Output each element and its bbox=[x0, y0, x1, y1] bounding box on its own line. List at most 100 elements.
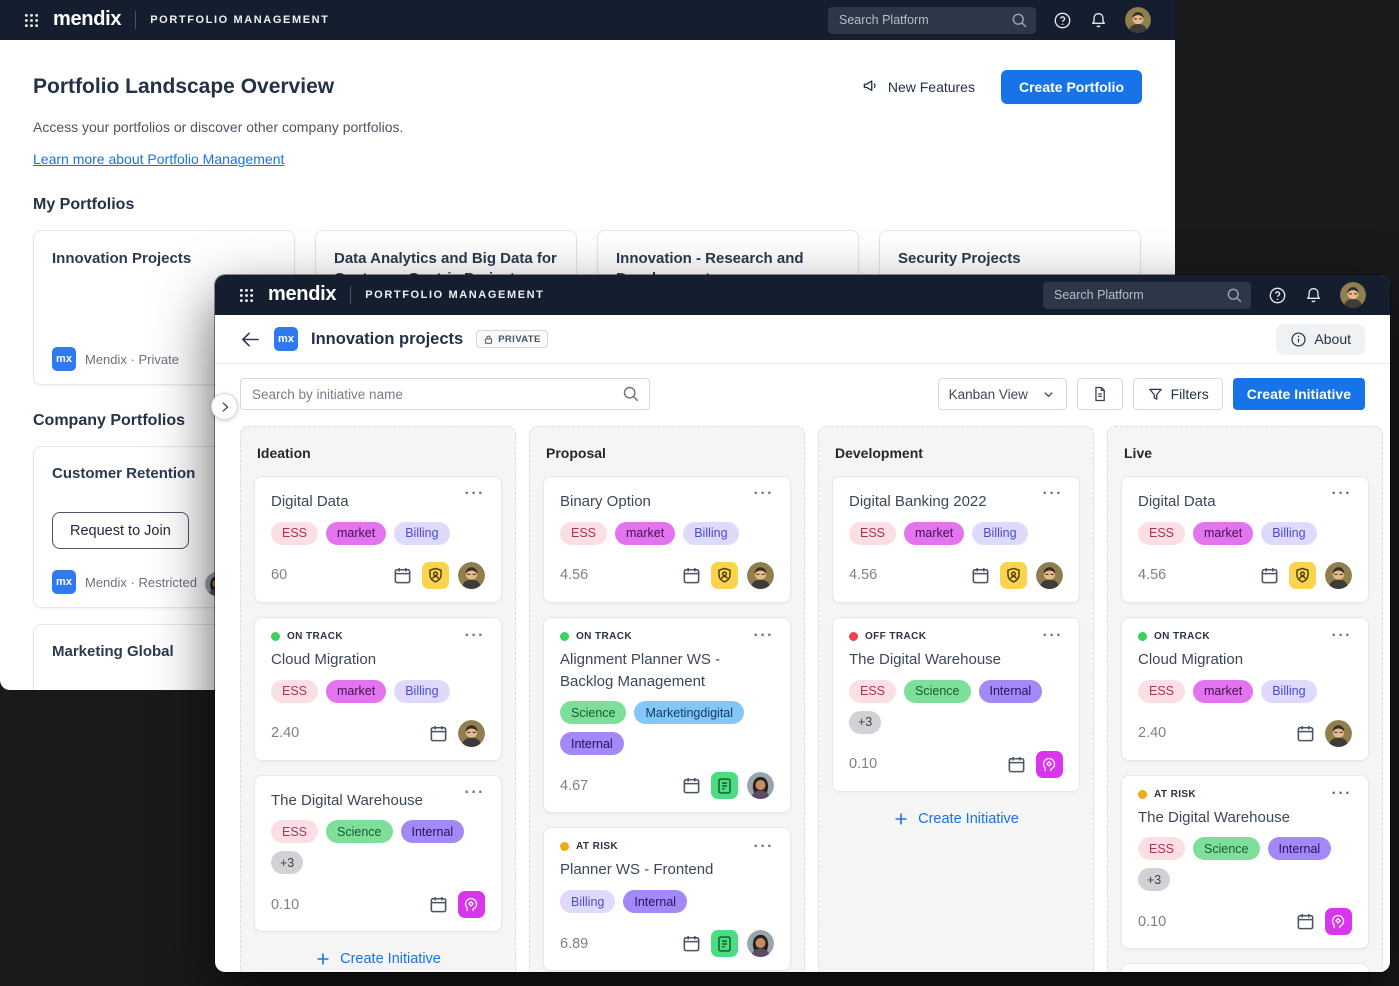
company-portfolios-heading: Company Portfolios bbox=[33, 412, 186, 429]
initiative-value: 0.10 bbox=[849, 756, 878, 772]
initiative-title: Digital Banking 2022 bbox=[849, 493, 987, 510]
initiative-card[interactable]: AT RISK ··· The Digital Warehouse ESS Scienc… bbox=[1121, 774, 1369, 950]
notifications-icon[interactable] bbox=[1089, 11, 1108, 30]
initiative-title: The Digital Warehouse bbox=[271, 791, 424, 809]
tag: Billing bbox=[683, 521, 739, 545]
status-label: AT RISK bbox=[576, 841, 619, 853]
initiative-card[interactable]: ON TRACK ··· Cloud Migration ESS market Billi… bbox=[1121, 616, 1369, 761]
card-footer: 4.67 bbox=[560, 772, 774, 800]
card-menu-button[interactable]: ··· bbox=[464, 485, 485, 502]
back-button[interactable] bbox=[240, 329, 261, 350]
search-icon bbox=[1011, 12, 1028, 34]
initiative-value: 0.10 bbox=[271, 896, 300, 913]
chevron-right-icon bbox=[222, 401, 228, 412]
divider bbox=[350, 286, 352, 304]
card-menu-button[interactable]: ··· bbox=[464, 783, 485, 801]
create-initiative-label: Create Initiative bbox=[340, 951, 441, 968]
card-menu-button[interactable]: ··· bbox=[464, 627, 485, 645]
filters-button[interactable]: Filters bbox=[1132, 378, 1223, 410]
card-menu-button[interactable]: ··· bbox=[1331, 485, 1352, 502]
create-initiative-link[interactable]: Create Initiative bbox=[254, 951, 502, 967]
calendar-icon bbox=[1006, 754, 1027, 775]
learn-more-link[interactable]: Learn more about Portfolio Management bbox=[33, 151, 285, 167]
platform-search-input[interactable] bbox=[1043, 281, 1251, 309]
tag: +3 bbox=[1138, 868, 1171, 892]
portfolio-card-title: Security Projects bbox=[898, 250, 1021, 267]
export-document-button[interactable] bbox=[1076, 378, 1123, 410]
initiative-card[interactable]: Binary Option ··· ESS market Billing 4.56 bbox=[543, 476, 791, 603]
expand-sidebar-button[interactable] bbox=[211, 393, 238, 420]
assignee-avatar bbox=[458, 719, 485, 747]
checklist-icon bbox=[711, 930, 738, 957]
card-icons bbox=[1295, 908, 1352, 936]
card-menu-button[interactable]: ··· bbox=[753, 627, 774, 645]
initiative-title: The Digital Warehouse bbox=[849, 650, 1002, 668]
help-icon[interactable] bbox=[1268, 286, 1287, 305]
new-features-button[interactable]: New Features bbox=[861, 76, 975, 98]
initiative-card[interactable]: OFF TRACK ··· The Digital Warehouse ESS Scie… bbox=[832, 616, 1080, 792]
portfolio-card-title: Customer Retention bbox=[52, 465, 196, 482]
card-menu-button[interactable]: ··· bbox=[1331, 627, 1352, 645]
initiative-value: 0.10 bbox=[1138, 913, 1167, 930]
create-initiative-label: Create Initiative bbox=[918, 810, 1019, 827]
column-title: Development bbox=[835, 445, 923, 461]
initiative-title: Planner WS - Frontend bbox=[560, 861, 714, 879]
initiative-title: Digital Data bbox=[1138, 493, 1216, 510]
tag: Internal bbox=[978, 679, 1043, 703]
tag: market bbox=[615, 521, 676, 545]
tag: ESS bbox=[271, 679, 319, 703]
topbar-actions bbox=[828, 6, 1151, 34]
view-select[interactable]: Kanban View bbox=[937, 378, 1067, 410]
brainstorm-icon bbox=[1036, 750, 1063, 778]
app-switcher-icon[interactable] bbox=[24, 13, 39, 28]
status-row: ON TRACK ··· bbox=[560, 627, 774, 645]
initiative-card[interactable]: The Digital Warehouse ··· ESS Science Intern… bbox=[254, 774, 502, 933]
initiative-search-input[interactable] bbox=[240, 378, 650, 410]
assignee-avatar bbox=[1325, 719, 1352, 747]
initiative-card[interactable]: ON TRACK ··· Cloud Migration ESS market Billi… bbox=[254, 616, 502, 761]
card-footer: 2.40 bbox=[1138, 719, 1352, 747]
card-footer: 0.10 bbox=[271, 891, 485, 919]
platform-search-input[interactable] bbox=[828, 6, 1036, 34]
user-avatar[interactable] bbox=[1125, 7, 1151, 33]
user-avatar[interactable] bbox=[1340, 282, 1366, 308]
initiative-value: 4.56 bbox=[560, 567, 589, 584]
initiative-card[interactable]: Digital Banking 2022 ··· ESS market Billing 4… bbox=[832, 476, 1080, 603]
card-menu-button[interactable]: ··· bbox=[753, 485, 774, 502]
platform-search[interactable] bbox=[828, 6, 1036, 34]
card-menu-button[interactable]: ··· bbox=[1042, 485, 1063, 502]
initiative-card[interactable]: Digital Data ··· ESS market Billing 60 bbox=[254, 476, 502, 603]
card-menu-button[interactable]: ··· bbox=[753, 837, 774, 855]
tag: +3 bbox=[271, 851, 304, 875]
status-row: AT RISK ··· bbox=[1138, 785, 1352, 802]
filter-icon bbox=[1148, 388, 1162, 400]
notifications-icon[interactable] bbox=[1304, 286, 1323, 305]
card-footer: 4.56 bbox=[560, 561, 774, 589]
initiative-card[interactable]: AT RISK ··· Planner WS - Frontend Billing In… bbox=[543, 827, 791, 971]
create-portfolio-button[interactable]: Create Portfolio bbox=[1000, 70, 1142, 104]
tag: market bbox=[904, 521, 965, 545]
card-menu-button[interactable]: ··· bbox=[1331, 785, 1352, 802]
topbar-actions bbox=[1043, 281, 1366, 309]
create-initiative-button[interactable]: Create Initiative bbox=[1232, 378, 1365, 410]
initiative-card[interactable]: Digital Data ··· ESS market Billing 4.56 bbox=[1121, 476, 1369, 603]
initiative-search[interactable] bbox=[240, 378, 650, 410]
platform-search[interactable] bbox=[1043, 281, 1251, 309]
view-select-value: Kanban View bbox=[948, 386, 1028, 402]
card-menu-button[interactable]: ··· bbox=[1042, 627, 1063, 645]
status-dot bbox=[849, 631, 858, 641]
initiative-card[interactable]: ON TRACK···Alignment Planner WS - Backlo… bbox=[1121, 963, 1369, 972]
tag-list: ESS market Billing bbox=[271, 679, 485, 703]
app-switcher-icon[interactable] bbox=[239, 288, 254, 303]
about-button[interactable]: About bbox=[1276, 323, 1365, 355]
search-icon bbox=[622, 385, 640, 408]
initiative-card[interactable]: ON TRACK···Alignment Planner WS - Backlo… bbox=[543, 616, 791, 814]
card-footer: 6.89 bbox=[560, 930, 774, 957]
filters-label: Filters bbox=[1170, 386, 1209, 402]
help-icon[interactable] bbox=[1053, 11, 1072, 30]
request-to-join-button[interactable]: Request to Join bbox=[52, 512, 189, 549]
search-icon bbox=[1226, 287, 1243, 309]
create-initiative-link[interactable]: Create Initiative bbox=[832, 811, 1080, 827]
tag: ESS bbox=[1138, 521, 1186, 545]
tag: ESS bbox=[849, 679, 897, 703]
